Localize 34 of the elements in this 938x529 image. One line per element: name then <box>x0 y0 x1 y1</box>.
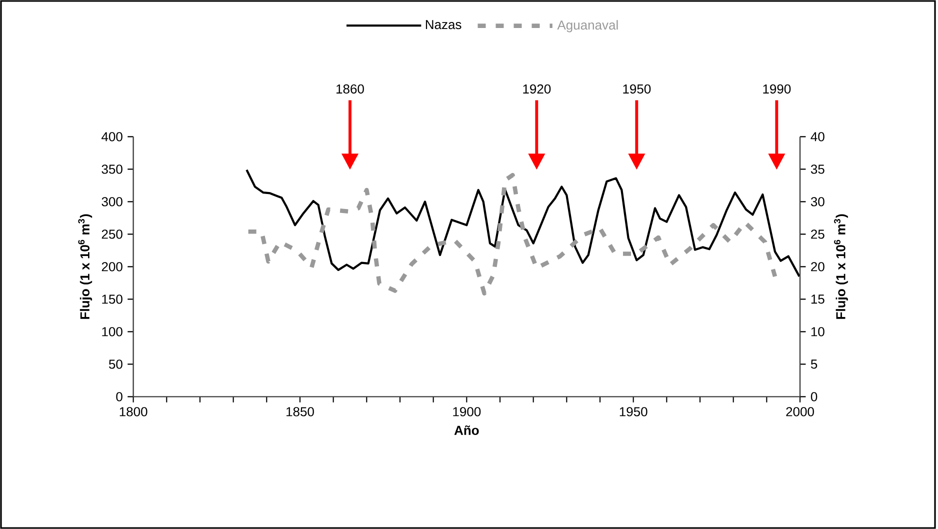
y-tick-label: 150 <box>102 294 122 304</box>
y2-tick-label: 20 <box>811 262 824 272</box>
y2-tick-label: 5 <box>810 360 818 369</box>
y2-axis-title: Flujo (1 x 10$^{6}$ m$^{3}$) <box>834 214 848 319</box>
y2-tick-label: 0 <box>810 392 818 402</box>
y-tick-label: 100 <box>102 327 122 336</box>
text: 1920 <box>523 84 551 94</box>
y2-tick-label: 15 <box>811 294 824 304</box>
y2-tick-label: 25 <box>811 230 824 239</box>
y-tick-label: 0 <box>116 392 122 402</box>
text: Aguanaval <box>557 20 618 32</box>
y-axis-title: Flujo (1 x 10$^{6}$ m$^{3}$) <box>78 214 92 319</box>
y-tick-label: 350 <box>102 164 122 174</box>
line-series <box>246 168 800 278</box>
text: 1950 <box>623 84 651 94</box>
y2-tick-label: 40 <box>810 132 824 142</box>
x-tick-label: 1900 <box>453 407 481 416</box>
y-tick-label: 200 <box>102 262 122 272</box>
x-tick-label: 1800 <box>120 407 148 416</box>
text: 1990 <box>763 84 791 94</box>
x-axis-title: Año <box>454 425 479 435</box>
y2-tick-label: 10 <box>811 327 824 336</box>
text: Nazas <box>426 20 462 30</box>
y2-tick-label: 35 <box>810 164 824 174</box>
x-tick-label: 2000 <box>786 407 814 416</box>
y-tick-label: 50 <box>108 360 122 369</box>
x-tick-label: 1850 <box>286 407 314 416</box>
y-tick-label: 250 <box>102 230 122 239</box>
y-tick-label: 400 <box>102 132 122 142</box>
y2-tick-label: 30 <box>810 197 824 206</box>
line-series <box>246 172 778 296</box>
x-tick-label: 1950 <box>620 407 648 416</box>
text: 1860 <box>336 84 364 94</box>
y-tick-label: 300 <box>102 197 122 206</box>
